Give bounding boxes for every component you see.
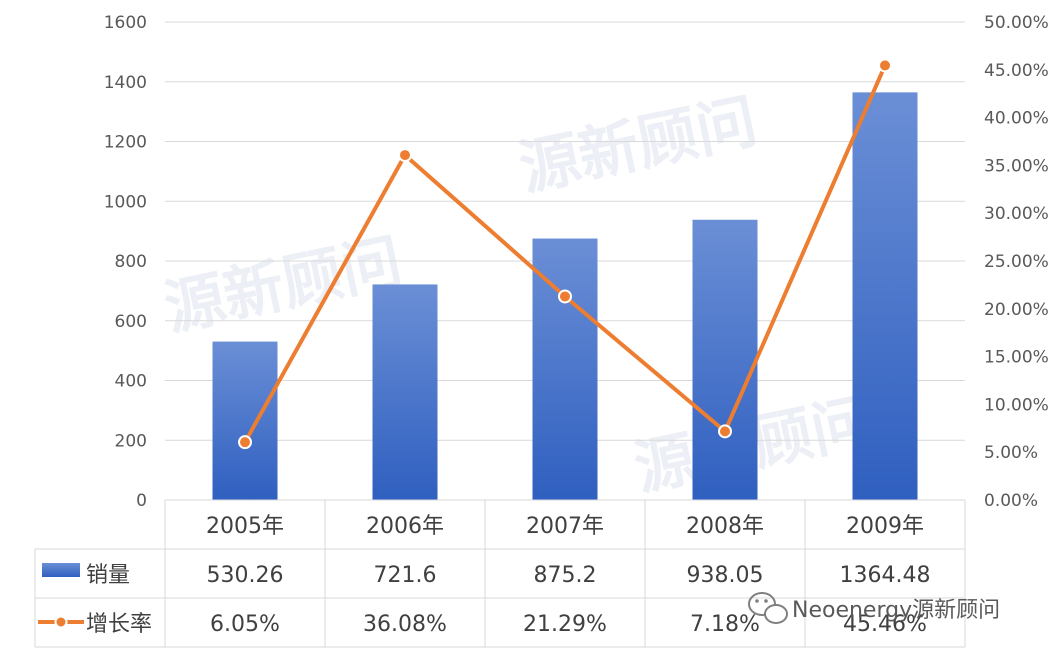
- data-label: 36.08%: [363, 612, 447, 637]
- y2-tick-label: 50.00%: [984, 13, 1049, 33]
- y-tick-label: 200: [115, 431, 147, 451]
- bar: [852, 92, 918, 500]
- y2-tick-label: 5.00%: [984, 443, 1038, 463]
- data-label: 6.05%: [210, 612, 280, 637]
- legend-label: 销量: [86, 563, 130, 588]
- y-tick-label: 600: [115, 312, 147, 332]
- watermark-text: 源新顾问: [159, 226, 408, 344]
- line-point: [238, 435, 252, 450]
- bar-series: [212, 92, 918, 500]
- y-axis-right: 0.00% 5.00% 10.00% 15.00% 20.00% 25.00% 30.00%…: [984, 13, 1049, 511]
- bar: [372, 284, 438, 500]
- y-tick-label: 800: [115, 252, 147, 272]
- data-label: 7.18%: [690, 612, 760, 637]
- y2-tick-label: 10.00%: [984, 395, 1049, 415]
- line-point: [718, 424, 732, 439]
- y-tick-label: 400: [115, 372, 147, 392]
- legend-key-bar: [42, 563, 80, 577]
- y2-tick-label: 45.00%: [984, 61, 1049, 81]
- y2-tick-label: 30.00%: [984, 204, 1049, 224]
- y-tick-label: 1200: [104, 133, 147, 153]
- category-label: 2009年: [846, 514, 924, 539]
- line-point: [878, 58, 892, 73]
- data-label: 530.26: [207, 563, 284, 588]
- y-tick-label: 0: [136, 491, 147, 511]
- y2-tick-label: 25.00%: [984, 252, 1049, 272]
- wechat-icon: [748, 592, 788, 624]
- bar: [212, 341, 278, 500]
- y-tick-label: 1000: [104, 192, 147, 212]
- data-label: 21.29%: [523, 612, 607, 637]
- data-label: 45.46%: [843, 612, 927, 637]
- y2-tick-label: 20.00%: [984, 300, 1049, 320]
- category-label: 2008年: [686, 514, 764, 539]
- data-label: 721.6: [374, 563, 437, 588]
- y2-tick-label: 0.00%: [984, 491, 1038, 511]
- y-tick-label: 1400: [104, 73, 147, 93]
- legend-label: 增长率: [86, 612, 152, 637]
- data-label: 875.2: [534, 563, 597, 588]
- line-point: [558, 289, 572, 304]
- y2-tick-label: 15.00%: [984, 348, 1049, 368]
- line-series: [238, 58, 892, 450]
- data-label: 1364.48: [840, 563, 931, 588]
- watermark-text: 源新顾问: [514, 86, 763, 204]
- credit-text: Neoenergy源新顾问: [792, 598, 1000, 623]
- category-label: 2007年: [526, 514, 604, 539]
- line-point: [398, 148, 412, 163]
- y2-tick-label: 40.00%: [984, 109, 1049, 129]
- bar: [532, 238, 598, 500]
- y-tick-label: 1600: [104, 13, 147, 33]
- category-label: 2006年: [366, 514, 444, 539]
- data-label: 938.05: [687, 563, 764, 588]
- bar: [692, 219, 758, 500]
- y-axis-left: 0 200 400 600 800 1000 1200 1400 1600: [104, 13, 147, 511]
- legend-key-point: [54, 615, 68, 629]
- category-label: 2005年: [206, 514, 284, 539]
- credit-watermark: Neoenergy源新顾问: [748, 592, 1000, 624]
- y2-tick-label: 35.00%: [984, 156, 1049, 176]
